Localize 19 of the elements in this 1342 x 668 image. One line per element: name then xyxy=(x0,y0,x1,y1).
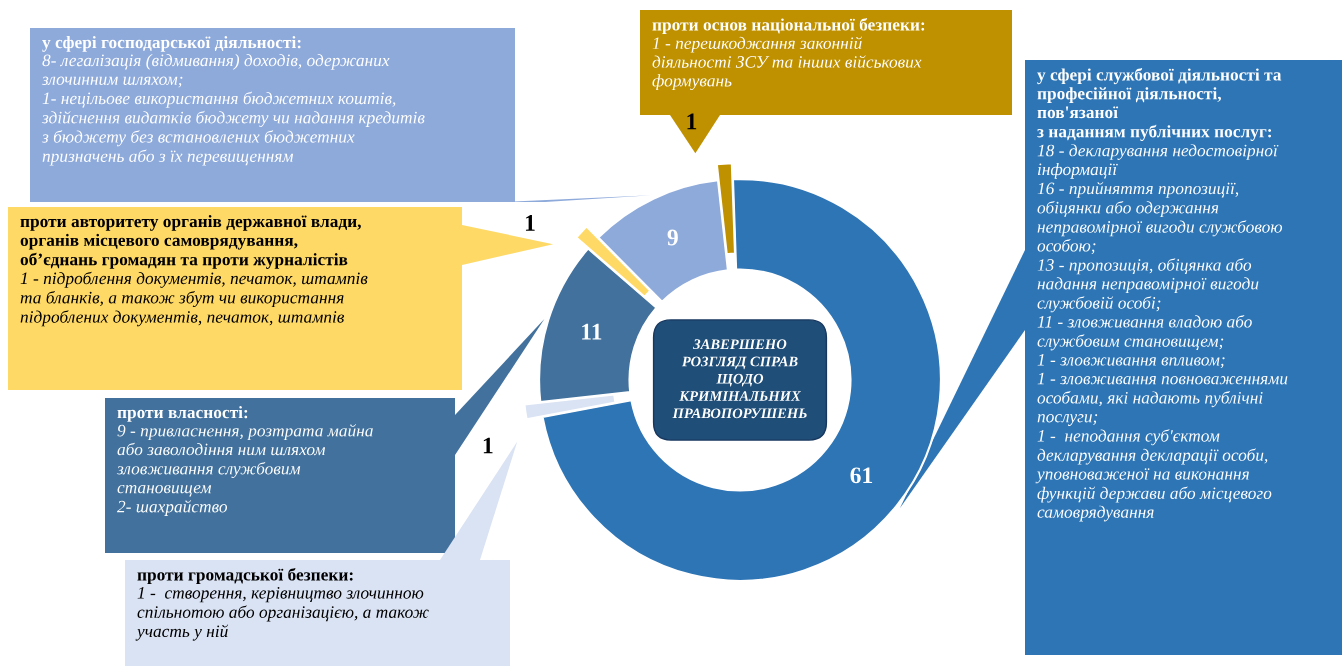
data-label: 61 xyxy=(850,467,873,484)
text: проти основ національної безпеки: xyxy=(652,18,925,35)
text: 1 - підроблення документів, печаток, штампів та бланків, а також збут чи використання підроблених документів, печаток, штампів xyxy=(20,271,368,327)
text: 8- легалізація (відмивання) доходів, одержаних злочинним шляхом; 1- нецільове використання бюджетних коштів, здійснення видатків бюджету чи надання кредитів з бюджету без встановлених бюджетних призначень або з їх перевищенням xyxy=(41,54,425,166)
data-label: 9 xyxy=(667,229,678,246)
data-label: 1 xyxy=(687,113,697,130)
text: у сфері службової діяльності та професійної діяльності, пов'язаної з наданням публічних послуг: xyxy=(1037,68,1282,141)
text: у сфері господарської діяльності: xyxy=(42,36,301,52)
data-label: 1 xyxy=(483,437,493,454)
data-label: 11 xyxy=(582,323,602,340)
text: 1 - перешкоджання законній діяльності ЗСУ та інших військових формувань xyxy=(652,36,922,91)
data-label: 1 xyxy=(525,215,535,231)
text: 18 - декларування недостовірної інформації 16 - прийняття пропозиції, обіцянки або одержання неправомірної вигоди службовою особою; 13 - пропозиція, обіцянка або надання неправомірної вигоди службовій особі; 11 - зловживання владою або службовим становищем; 1 - зловживання впливом; 1 - зловживання повноваженнями особами, які надають публічні послуги; 1 - неподання суб'єктом декларування декларації особи, уповноваженої на виконання функцій держави або місцевого самоврядування xyxy=(1035,144,1288,522)
text: 9 - привласнення, розтрата майна або заволодіння ним шляхом зловживання службовим становищем 2- шахрайство xyxy=(116,424,373,516)
text: ЗАВЕРШЕНО РОЗГЛЯД СПРАВ ЩОДО КРИМІНАЛЬНИХ ПРАВОПОРУШЕНЬ xyxy=(672,339,807,419)
text: проти авторитету органів державної влади, органів місцевого самоврядування, об’єднань громадян та проти журналістів xyxy=(20,215,361,269)
text: проти власності: xyxy=(117,406,248,422)
text: 1 - створення, керівництво злочинною спільнотою або організацією, а також участь у ній xyxy=(135,587,429,641)
text: проти громадської безпеки: xyxy=(137,568,353,585)
